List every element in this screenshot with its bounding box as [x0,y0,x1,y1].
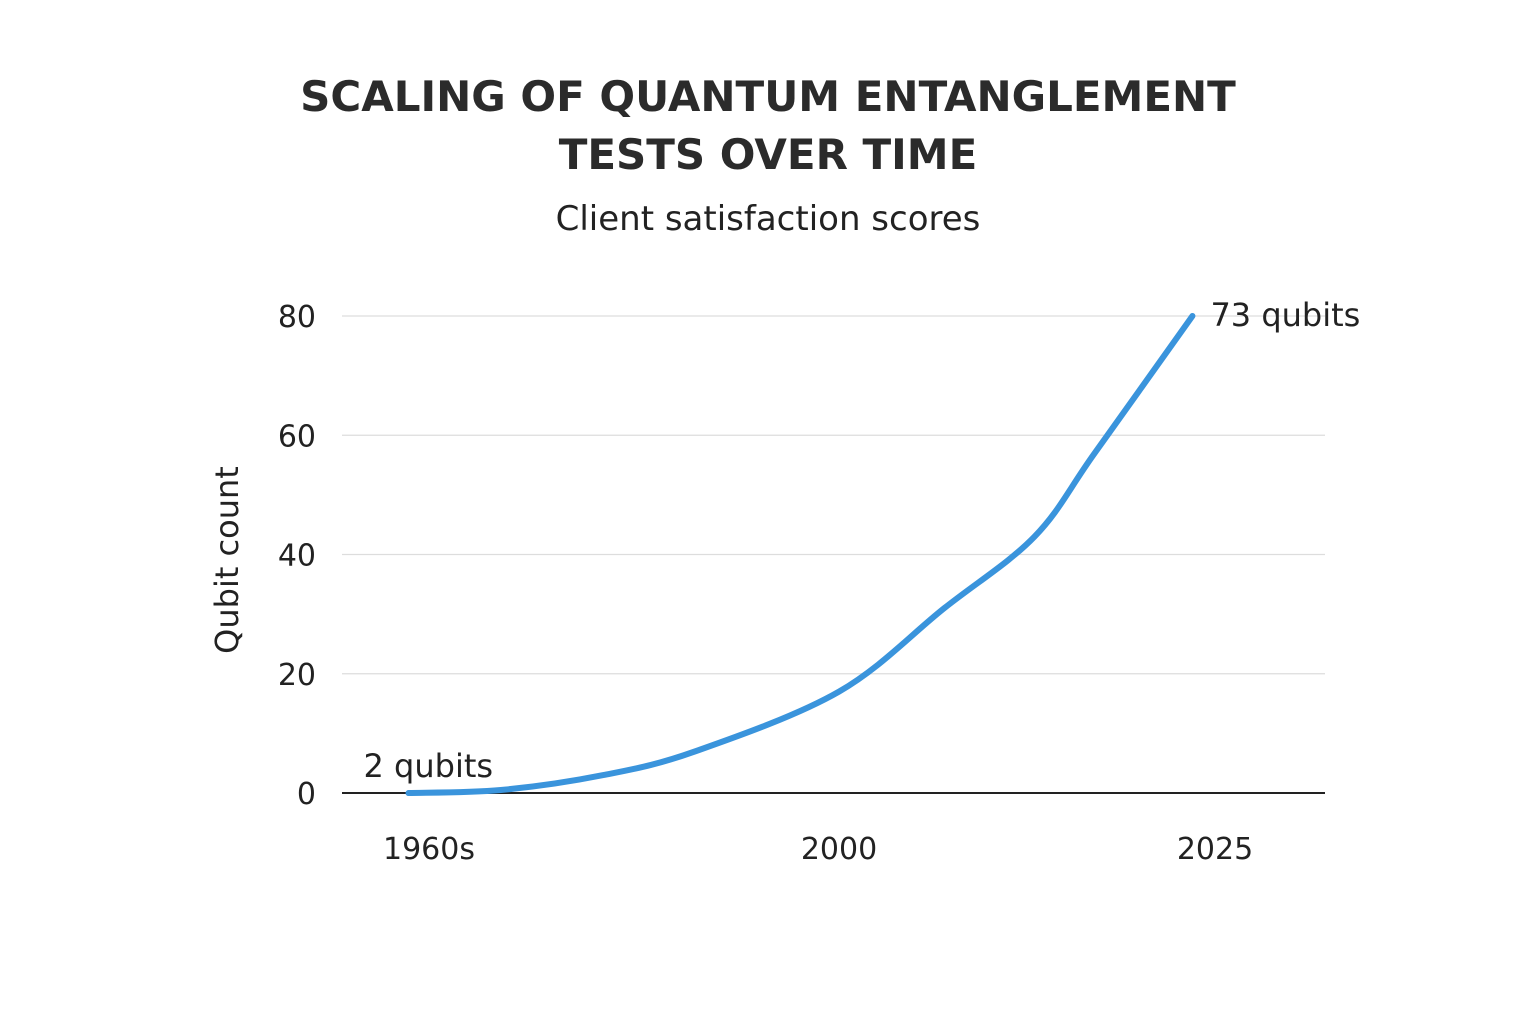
x-tick-label: 1960s [383,832,475,867]
annotation-end: 73 qubits [1210,296,1360,334]
y-tick-label: 20 [278,658,316,693]
chart-subtitle: Client satisfaction scores [555,199,981,239]
chart-title: SCALING OF QUANTUM ENTANGLEMENT TESTS OV… [300,72,1236,179]
y-axis-label: Qubit count [208,466,246,654]
y-tick-label: 0 [297,777,316,812]
annotation-start: 2 qubits [364,747,494,785]
x-tick-label: 2000 [801,832,877,867]
chart-header: SCALING OF QUANTUM ENTANGLEMENT TESTS OV… [218,68,1318,240]
x-tick-label: 2025 [1177,832,1253,867]
y-tick-label: 60 [278,419,316,454]
series-line [405,313,1196,796]
y-tick-label: 40 [278,539,316,574]
y-tick-label: 80 [278,300,316,335]
